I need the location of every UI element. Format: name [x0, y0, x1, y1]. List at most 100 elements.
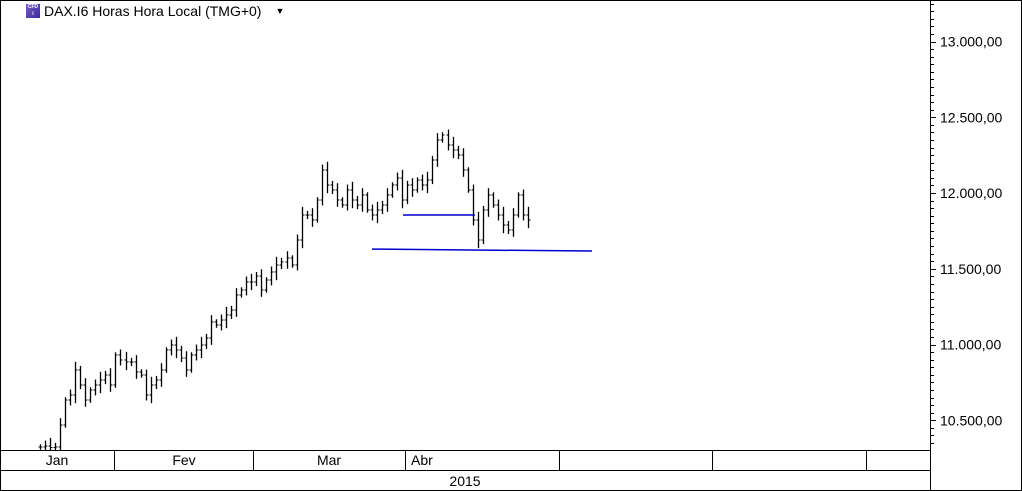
ohlc-bar — [435, 133, 440, 167]
ohlc-bar — [335, 183, 340, 207]
ohlc-bar — [274, 256, 279, 281]
ohlc-bar — [360, 188, 365, 212]
ohlc-bar — [103, 370, 108, 385]
ohlc-bar — [456, 145, 461, 160]
ohlc-bar — [184, 351, 189, 377]
ohlc-bar — [310, 208, 315, 227]
ohlc-bar — [224, 306, 229, 329]
ohlc-bar — [244, 276, 249, 296]
ohlc-bar — [249, 273, 254, 291]
symbol-title: DAX.I6 Horas Hora Local (TMG+0) — [44, 3, 262, 19]
ohlc-bar — [476, 211, 481, 249]
ohlc-bar — [496, 199, 501, 221]
ohlc-bar — [491, 192, 496, 208]
ohlc-bars — [38, 129, 531, 450]
ohlc-bar — [350, 181, 355, 209]
ohlc-bar — [189, 352, 194, 373]
y-tick-label: 12.500,00 — [940, 109, 1002, 125]
chart-title-menu[interactable]: CFD i DAX.I6 Horas Hora Local (TMG+0) ▼ — [26, 3, 284, 19]
ohlc-bar — [204, 333, 209, 350]
ohlc-bar — [68, 389, 73, 406]
ohlc-bar — [83, 378, 88, 407]
ohlc-bar — [315, 197, 320, 223]
horizontal-trendline[interactable] — [371, 248, 593, 252]
ohlc-bar — [279, 257, 284, 270]
trendlines[interactable] — [371, 214, 593, 252]
month-label: Fev — [172, 452, 195, 468]
ohlc-bar — [154, 375, 159, 390]
ohlc-bar — [93, 379, 98, 396]
y-tick-label: 10.500,00 — [940, 412, 1002, 428]
ohlc-bar — [43, 440, 48, 450]
ohlc-bar — [486, 188, 491, 217]
ohlc-bar — [199, 336, 204, 359]
ohlc-bar — [108, 368, 113, 392]
ohlc-bar — [149, 376, 154, 404]
ohlc-bar — [501, 206, 506, 234]
ohlc-bar — [259, 269, 264, 297]
ohlc-bar — [98, 371, 103, 394]
ohlc-bar — [169, 339, 174, 356]
ohlc-bar — [446, 129, 451, 151]
ohlc-bar — [179, 345, 184, 363]
ohlc-bar — [305, 210, 310, 220]
ohlc-bar — [516, 192, 521, 218]
ohlc-bar — [78, 365, 83, 390]
ohlc-bar — [511, 208, 516, 237]
y-tick-label: 11.000,00 — [940, 337, 1001, 353]
ohlc-bar — [53, 442, 58, 450]
ohlc-bar — [48, 437, 53, 450]
ohlc-bar — [430, 155, 435, 185]
ohlc-bar — [209, 315, 214, 345]
ohlc-bar — [264, 277, 269, 293]
year-label: 2015 — [449, 473, 480, 489]
ohlc-bar — [134, 355, 139, 379]
ohlc-bar — [285, 251, 290, 269]
y-axis: 13.000,00 12.500,00 12.000,00 11.500,00 11.0… — [930, 4, 1002, 444]
ohlc-bar — [164, 347, 169, 373]
ohlc-bar — [194, 344, 199, 361]
ohlc-bar — [340, 197, 345, 208]
ohlc-bar — [420, 174, 425, 191]
ohlc-bar — [214, 319, 219, 328]
month-label: Mar — [317, 452, 341, 468]
ohlc-bar — [400, 169, 405, 209]
ohlc-bar — [229, 305, 234, 320]
ohlc-bar — [365, 192, 370, 213]
month-label: Abr — [411, 452, 433, 468]
ohlc-bar — [113, 352, 118, 388]
ohlc-bar — [526, 206, 531, 229]
y-tick-label: 12.000,00 — [940, 185, 1002, 201]
ohlc-bar — [144, 369, 149, 401]
y-tick-label: 11.500,00 — [940, 261, 1001, 277]
ohlc-bar — [118, 349, 123, 366]
ohlc-bar — [481, 205, 486, 245]
ohlc-bar — [88, 387, 93, 403]
month-label: Jan — [46, 452, 69, 468]
caret-down-icon[interactable]: ▼ — [275, 6, 285, 16]
ohlc-bar — [390, 182, 395, 198]
ohlc-bar — [219, 314, 224, 331]
ohlc-bar — [385, 188, 390, 212]
ohlc-bar — [234, 288, 239, 317]
ohlc-bar — [466, 167, 471, 193]
ohlc-bar — [330, 180, 335, 195]
y-tick-label: 13.000,00 — [940, 34, 1002, 50]
ohlc-bar — [295, 234, 300, 271]
ohlc-bar — [451, 136, 456, 159]
ohlc-bar — [58, 418, 63, 450]
ohlc-bar — [239, 287, 244, 298]
ohlc-bar — [300, 206, 305, 249]
ohlc-bar — [159, 363, 164, 387]
ohlc-bar — [345, 184, 350, 211]
ohlc-bar — [461, 148, 466, 177]
ohlc-bar — [415, 177, 420, 193]
ohlc-bar — [139, 369, 144, 378]
ohlc-bar — [425, 171, 430, 194]
ohlc-bar — [63, 397, 68, 428]
ohlc-bar — [269, 266, 274, 286]
ohlc-bar — [254, 271, 259, 287]
